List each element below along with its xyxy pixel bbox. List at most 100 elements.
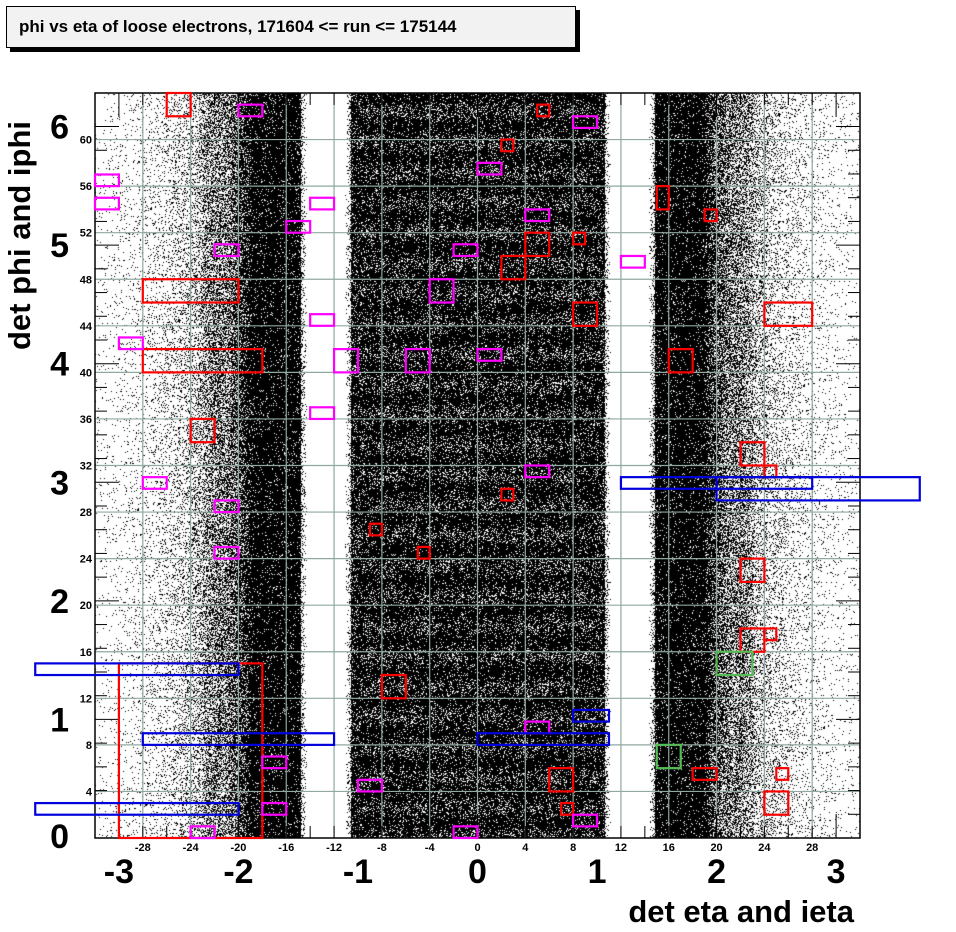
- red-box-10: [763, 301, 814, 327]
- ieta-tick-label: 16: [663, 842, 675, 854]
- ieta-tick-label: 20: [710, 842, 722, 854]
- iphi-tick-label: 60: [80, 135, 92, 147]
- iphi-tick-label: 20: [80, 600, 92, 612]
- phi-tick-label: 3: [50, 464, 69, 502]
- magenta-box-45: [476, 347, 503, 362]
- blue-box-60: [34, 662, 240, 677]
- magenta-box-36: [285, 219, 312, 234]
- red-box-11: [141, 347, 264, 374]
- magenta-box-50: [213, 545, 240, 560]
- iphi-tick-label: 36: [80, 414, 92, 426]
- red-box-27: [560, 801, 575, 816]
- phi-tick-labels: 0 1 2 3 4 5 6: [50, 109, 69, 856]
- red-box-1: [536, 103, 551, 118]
- ieta-tick-label: 4: [522, 842, 529, 854]
- red-box-7: [500, 254, 527, 281]
- magenta-box-42: [117, 336, 144, 351]
- iphi-tick-label: 16: [80, 647, 92, 659]
- ieta-tick-label: -24: [183, 842, 200, 854]
- magenta-box-49: [213, 499, 240, 514]
- magenta-box-44: [404, 347, 431, 374]
- red-box-14: [739, 441, 766, 467]
- ieta-tick-labels: -28 -24 -20 -16 -12 -8 -4 0 4 8 12 16 20 24 28: [135, 842, 818, 854]
- magenta-box-54: [261, 801, 288, 816]
- iphi-tick-label: 28: [80, 507, 92, 519]
- magenta-box-51: [524, 720, 551, 735]
- eta-tick-label: -1: [343, 853, 373, 891]
- iphi-tick-label: 56: [80, 181, 92, 193]
- ieta-tick-label: 12: [615, 842, 627, 854]
- ieta-tick-label: 0: [474, 842, 480, 854]
- red-box-22: [380, 673, 407, 700]
- iphi-tick-label: 52: [80, 228, 92, 240]
- red-box-3: [655, 185, 670, 211]
- magenta-box-55: [572, 813, 599, 828]
- green-box-66: [655, 743, 682, 770]
- red-box-2: [500, 138, 515, 153]
- magenta-box-47: [524, 464, 551, 479]
- red-box-19: [739, 557, 766, 584]
- ieta-tick-label: -16: [278, 842, 294, 854]
- magenta-box-48: [141, 476, 168, 490]
- red-box-17: [368, 522, 383, 537]
- blue-box-63: [476, 732, 611, 746]
- phi-tick-label: 1: [50, 701, 69, 739]
- red-box-26: [775, 767, 790, 781]
- ieta-tick-label: 24: [758, 842, 771, 854]
- red-box-16: [500, 487, 515, 502]
- iphi-tick-label: 4: [86, 786, 93, 798]
- ieta-tick-label: -4: [425, 842, 436, 854]
- red-box-21: [763, 627, 778, 642]
- iphi-tick-label: 24: [80, 554, 93, 566]
- x-axis-title: det eta and ieta: [628, 894, 854, 929]
- iphi-tick-label: 12: [80, 693, 92, 705]
- magenta-box-38: [452, 243, 479, 258]
- red-box-8: [141, 278, 240, 304]
- magenta-box-53: [356, 778, 383, 793]
- magenta-box-56: [189, 825, 216, 840]
- red-box-6: [524, 231, 551, 258]
- blue-box-62: [141, 732, 336, 746]
- red-box-0: [165, 91, 192, 118]
- red-box-9: [572, 301, 599, 327]
- red-box-20: [739, 627, 766, 653]
- blue-box-61: [572, 708, 611, 723]
- eta-tick-label: 0: [468, 853, 487, 891]
- eta-tick-labels: -3 -2 -1 0 1 2 3: [104, 853, 846, 891]
- red-box-18: [416, 545, 431, 560]
- magenta-box-29: [237, 103, 264, 118]
- ieta-tick-label: 8: [570, 842, 576, 854]
- blue-box-59: [715, 476, 921, 502]
- blue-box-64: [34, 801, 240, 816]
- eta-tick-label: 3: [827, 853, 846, 891]
- chart-title: phi vs eta of loose electrons, 171604 <=…: [6, 6, 576, 48]
- phi-tick-label: 5: [50, 227, 69, 265]
- red-box-13: [189, 417, 216, 444]
- ieta-tick-label: 28: [806, 842, 818, 854]
- highlight-boxes: [34, 91, 921, 840]
- eta-tick-label: -2: [223, 853, 253, 891]
- magenta-box-31: [476, 161, 503, 176]
- magenta-box-30: [572, 115, 599, 130]
- iphi-tick-label: 8: [86, 740, 92, 752]
- y-axis-title: det phi and iphi: [2, 121, 37, 350]
- phi-tick-label: 4: [50, 346, 69, 384]
- magenta-box-34: [309, 196, 336, 211]
- magenta-box-57: [452, 825, 479, 840]
- iphi-tick-label: 44: [80, 321, 93, 333]
- ieta-tick-label: -12: [326, 842, 342, 854]
- red-box-25: [691, 767, 718, 781]
- magenta-box-32: [93, 173, 121, 188]
- red-box-4: [703, 208, 718, 223]
- phi-tick-label: 6: [50, 109, 69, 147]
- eta-tick-label: 2: [707, 853, 726, 891]
- phi-tick-label: 0: [50, 818, 69, 856]
- red-box-12: [667, 347, 694, 374]
- magenta-box-39: [619, 254, 646, 269]
- red-box-15: [763, 464, 778, 479]
- magenta-box-33: [93, 196, 121, 211]
- green-box-65: [715, 650, 754, 677]
- phi-tick-label: 2: [50, 583, 69, 621]
